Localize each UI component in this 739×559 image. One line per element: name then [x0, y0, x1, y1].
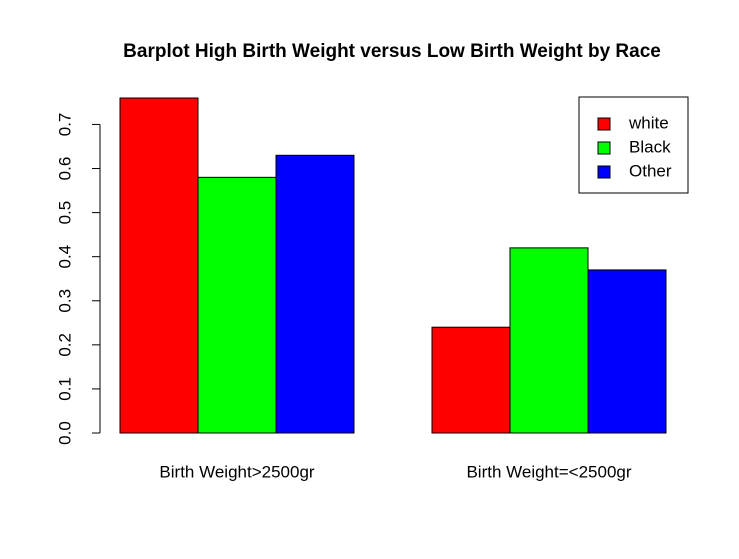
x-tick-label: Birth Weight=<2500gr [466, 462, 631, 481]
bar [509, 247, 589, 434]
chart-title: Barplot High Birth Weight versus Low Bir… [123, 41, 661, 62]
y-tick-label: 0.2 [55, 333, 74, 357]
x-tick-label: Birth Weight>2500gr [159, 462, 314, 481]
legend-label: white [628, 113, 669, 132]
y-tick-label: 0.5 [55, 201, 74, 225]
y-tick-label: 0.6 [55, 157, 74, 181]
legend-swatch [597, 165, 611, 179]
bar [587, 269, 667, 434]
legend-label: Other [629, 161, 672, 180]
legend-swatch [597, 141, 611, 155]
bar [119, 97, 199, 434]
y-tick-label: 0.7 [55, 113, 74, 137]
y-tick-label: 0.1 [55, 377, 74, 401]
bar [431, 326, 511, 434]
y-tick-label: 0.0 [55, 421, 74, 445]
legend-box [578, 96, 689, 194]
legend-swatch [597, 117, 611, 131]
y-tick-label: 0.3 [55, 289, 74, 313]
y-tick-label: 0.4 [55, 245, 74, 269]
bar [275, 154, 355, 434]
bar [197, 176, 277, 434]
legend-label: Black [629, 137, 671, 156]
